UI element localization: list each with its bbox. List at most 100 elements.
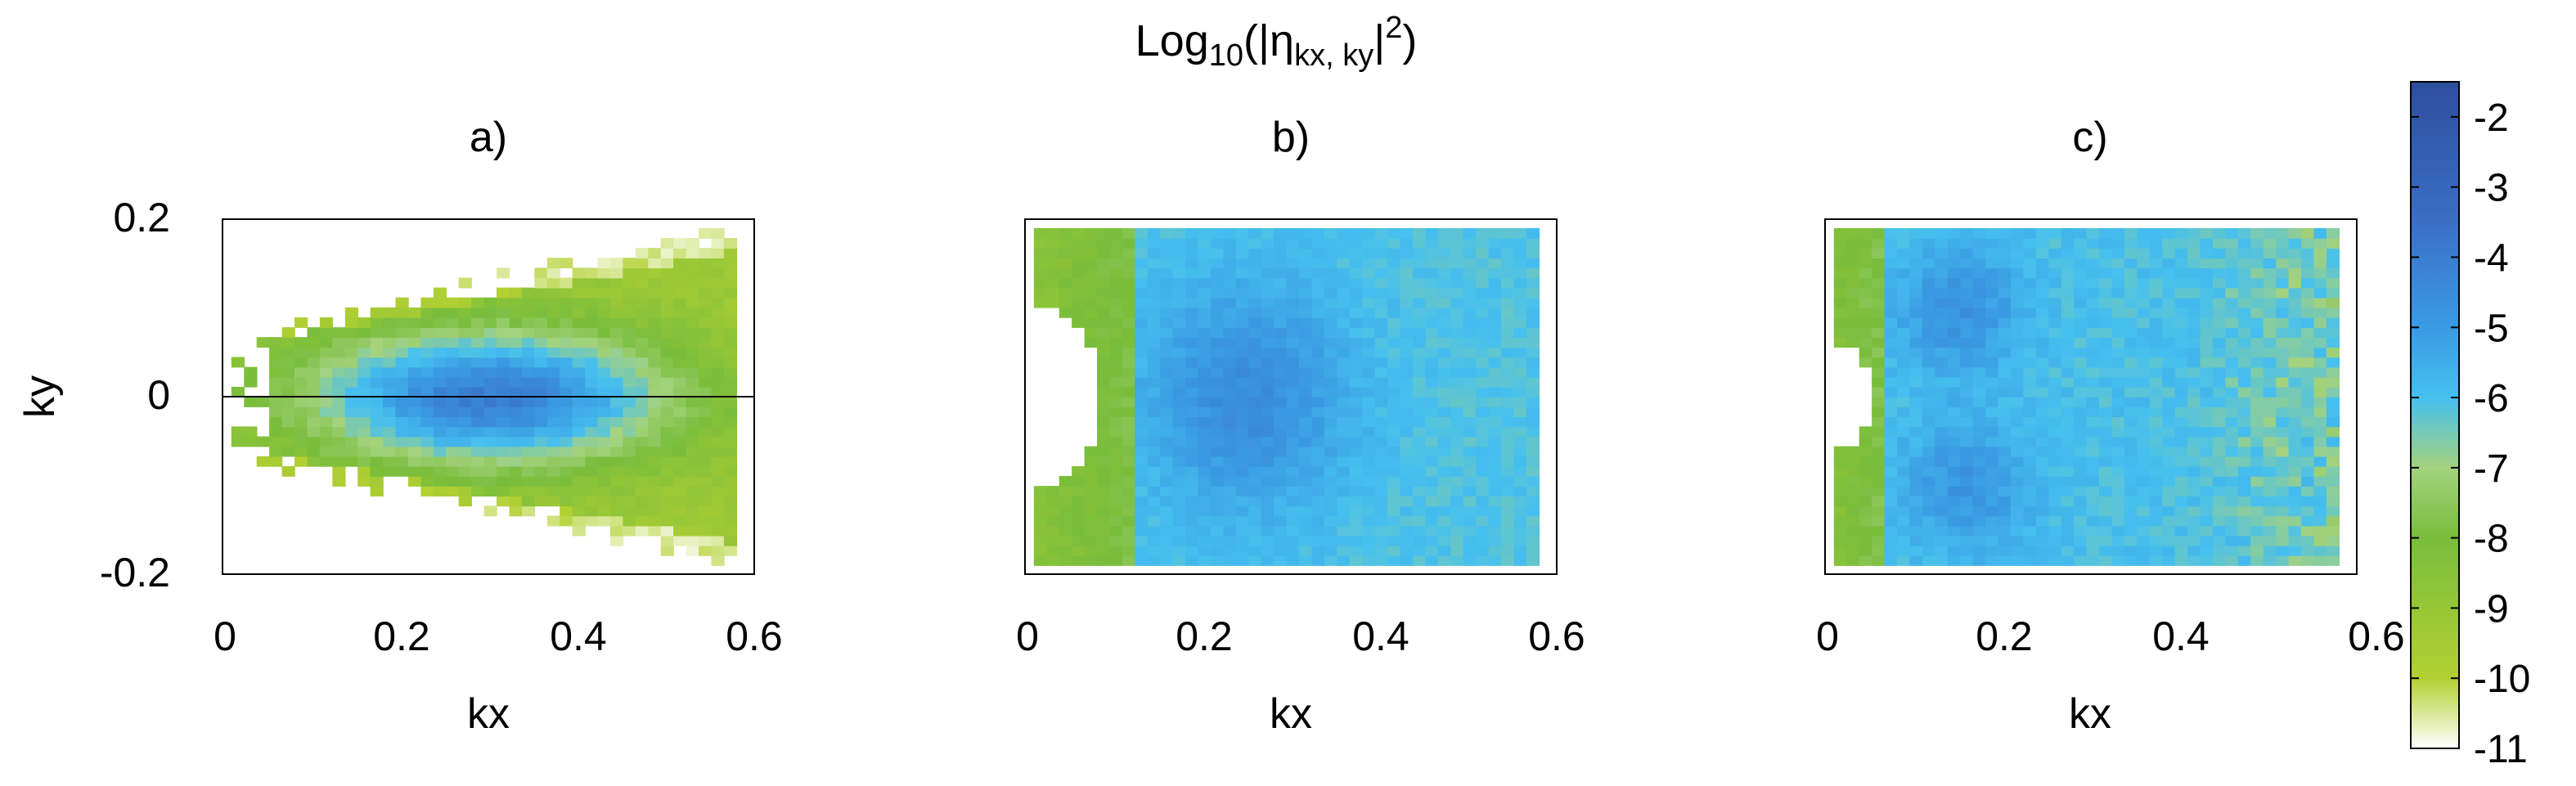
heatmap-cell — [1387, 426, 1401, 438]
heatmap-cell — [344, 406, 358, 417]
heatmap-cell — [1223, 496, 1237, 507]
heatmap-cell — [1223, 317, 1237, 328]
heatmap-cell — [711, 357, 725, 368]
heatmap-cell — [2111, 476, 2125, 487]
heatmap-cell — [2162, 386, 2176, 397]
heatmap-cell — [1425, 337, 1439, 348]
heatmap-cell — [1374, 307, 1388, 318]
heatmap-cell — [1135, 307, 1149, 318]
heatmap-cell — [1261, 397, 1275, 407]
heatmap-cell — [2313, 465, 2327, 477]
heatmap-cell — [1160, 297, 1174, 308]
heatmap-cell — [699, 307, 713, 318]
heatmap-cell — [1972, 248, 1986, 258]
heatmap-cell — [1985, 258, 1999, 269]
heatmap-cell — [1400, 376, 1414, 388]
heatmap-cell — [1872, 476, 1886, 487]
heatmap-cell — [585, 347, 599, 358]
heatmap-cell — [1387, 555, 1401, 566]
heatmap-cell — [1884, 287, 1898, 299]
heatmap-cell — [1872, 297, 1886, 308]
heatmap-cell — [2301, 277, 2315, 289]
heatmap-cell — [2288, 277, 2302, 289]
heatmap-cell — [2149, 277, 2163, 289]
heatmap-cell — [572, 397, 586, 407]
heatmap-cell — [332, 456, 346, 467]
heatmap-cell — [1526, 366, 1540, 378]
heatmap-cell — [1884, 505, 1898, 517]
heatmap-cell — [1846, 496, 1860, 507]
heatmap-cell — [2288, 545, 2302, 556]
heatmap-cell — [2263, 307, 2277, 318]
heatmap-cell — [2313, 277, 2327, 289]
heatmap-cell — [1526, 446, 1540, 457]
heatmap-cell — [1400, 227, 1414, 239]
heatmap-cell — [483, 465, 497, 477]
heatmap-cell — [2099, 366, 2113, 378]
heatmap-cell — [1274, 366, 1288, 378]
heatmap-cell — [723, 535, 738, 546]
heatmap-cell — [1425, 476, 1439, 487]
heatmap-cell — [2301, 555, 2315, 566]
heatmap-cell — [1935, 248, 1949, 258]
heatmap-cell — [1922, 248, 1936, 258]
heatmap-cell — [673, 297, 687, 308]
heatmap-cell — [1374, 416, 1388, 428]
heatmap-cell — [2162, 347, 2176, 358]
heatmap-cell — [686, 277, 699, 289]
heatmap-cell — [2023, 248, 2037, 258]
heatmap-cell — [1122, 248, 1136, 258]
heatmap-cell — [711, 505, 725, 517]
heatmap-cell — [1450, 545, 1464, 556]
heatmap-cell — [395, 366, 409, 378]
heatmap-cell — [572, 416, 586, 428]
heatmap-cell — [370, 465, 384, 477]
heatmap-cell — [1185, 267, 1199, 279]
heatmap-cell — [1299, 426, 1313, 438]
heatmap-cell — [2149, 376, 2163, 388]
heatmap-cell — [1960, 446, 1974, 457]
heatmap-cell — [1097, 297, 1111, 308]
heatmap-cell — [521, 376, 536, 388]
heatmap-cell — [597, 376, 611, 388]
heatmap-cell — [319, 337, 334, 348]
heatmap-cell — [1922, 436, 1936, 447]
heatmap-cell — [2048, 347, 2062, 358]
heatmap-cell — [2288, 238, 2302, 249]
heatmap-cell — [408, 436, 422, 447]
heatmap-cell — [686, 486, 699, 496]
heatmap-cell — [1097, 357, 1111, 368]
heatmap-cell — [1122, 426, 1136, 438]
heatmap-cell — [2301, 416, 2315, 428]
heatmap-cell — [1884, 436, 1898, 447]
heatmap-cell — [1059, 486, 1072, 496]
heatmap-cell — [1387, 248, 1401, 258]
heatmap-cell — [2187, 465, 2201, 477]
heatmap-cell — [723, 337, 738, 348]
heatmap-cell — [1185, 505, 1199, 517]
heatmap-cell — [711, 436, 725, 447]
heatmap-cell — [1450, 505, 1464, 517]
heatmap-cell — [332, 446, 346, 457]
heatmap-cell — [1947, 297, 1961, 308]
heatmap-cell — [1501, 227, 1515, 239]
heatmap-cell — [1211, 337, 1225, 348]
heatmap-cell — [420, 317, 434, 328]
heatmap-cell — [2213, 505, 2227, 517]
heatmap-cell — [1072, 545, 1086, 556]
heatmap-cell — [1872, 397, 1886, 407]
heatmap-cell — [1922, 515, 1936, 527]
heatmap-cell — [2149, 555, 2163, 566]
heatmap-cell — [1972, 545, 1986, 556]
heatmap-cell — [1998, 505, 2012, 517]
heatmap-cell — [1362, 277, 1376, 289]
heatmap-cell — [1349, 366, 1363, 378]
heatmap-cell — [2137, 515, 2151, 527]
heatmap-cell — [1299, 515, 1313, 527]
heatmap-cell — [1147, 397, 1161, 407]
heatmap-cell — [1387, 505, 1401, 517]
heatmap-cell — [2023, 307, 2037, 318]
heatmap-cell — [1248, 535, 1262, 546]
heatmap-cell — [1299, 317, 1313, 328]
heatmap-cell — [1046, 227, 1060, 239]
